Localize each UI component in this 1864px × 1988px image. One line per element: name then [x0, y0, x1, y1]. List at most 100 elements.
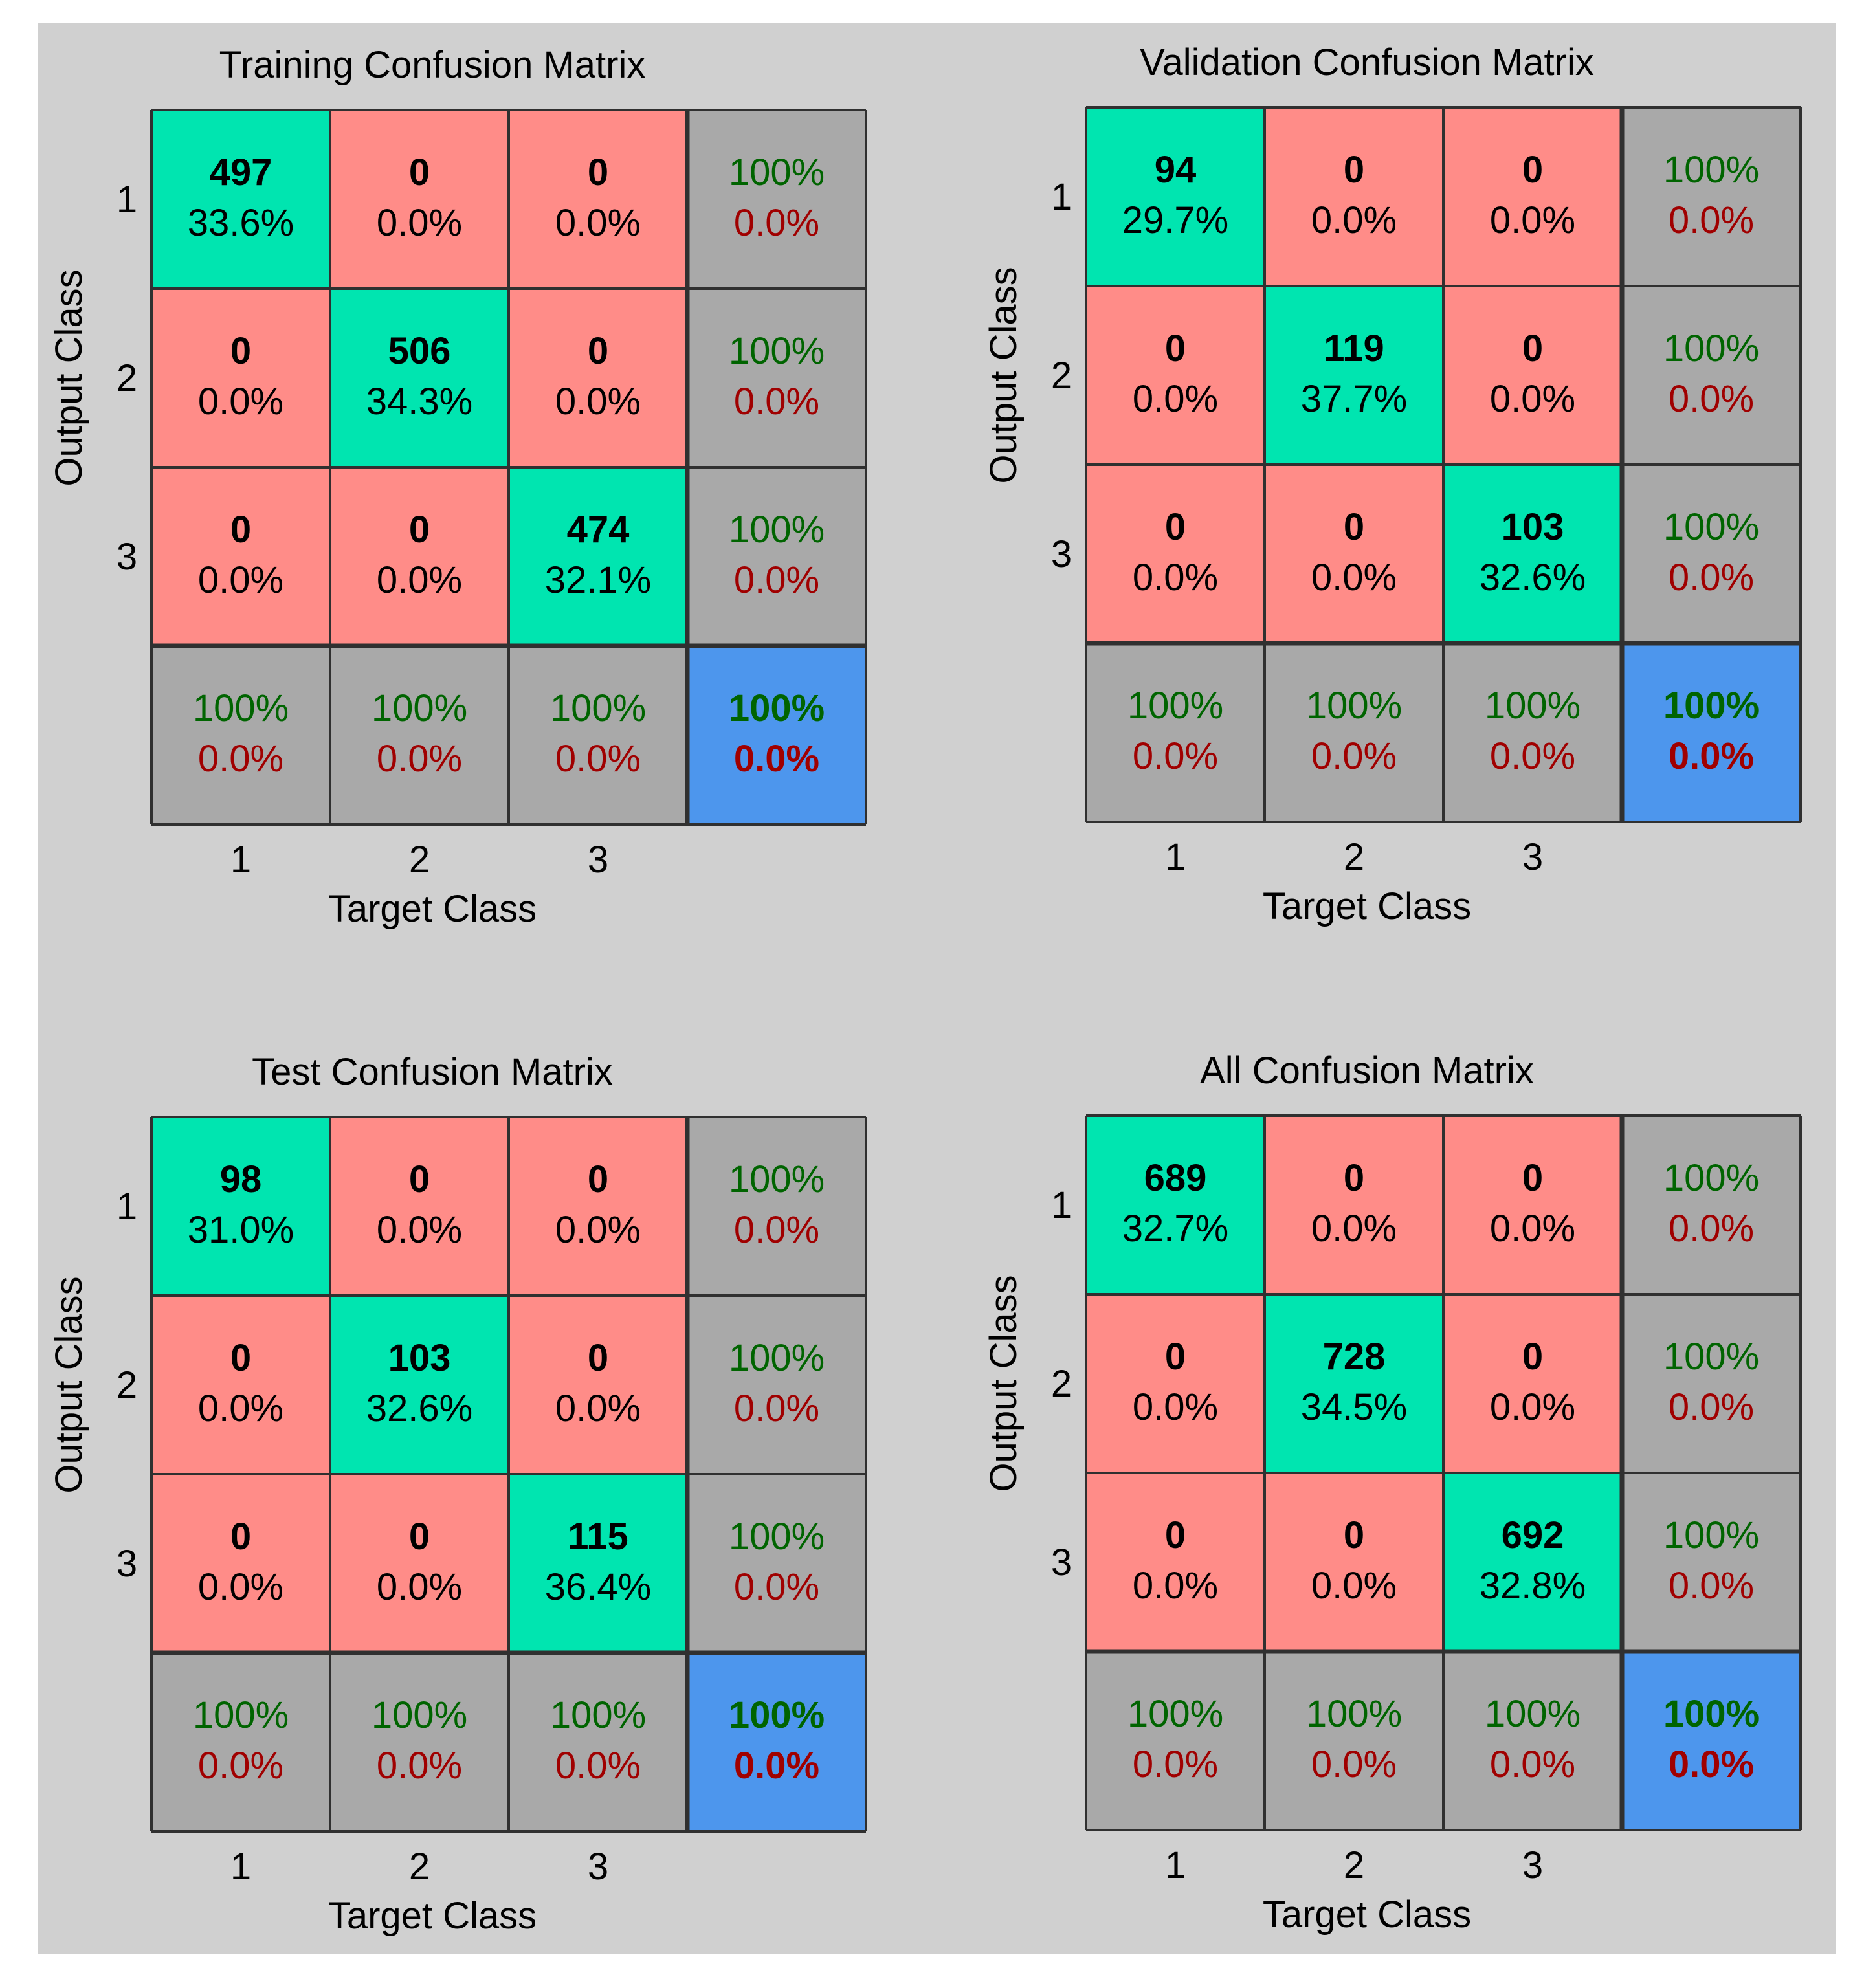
- matrix-cell-fill: [1265, 465, 1443, 643]
- matrix-cell: 0 0.0%: [330, 1474, 509, 1653]
- x-axis-label: Target Class: [328, 1895, 537, 1937]
- row-summary-cell-fill: [687, 110, 866, 289]
- row-summary-cell-fill: [1622, 1116, 1801, 1294]
- y-axis-label: Output Class: [48, 269, 90, 486]
- matrix-cell-fill: [509, 1117, 687, 1296]
- cell-value: 100%: [550, 1694, 646, 1736]
- cell-percent: 32.6%: [1480, 557, 1586, 599]
- matrix-cell-fill: [151, 1117, 330, 1296]
- matrix-cell-fill: [330, 289, 509, 467]
- matrix-cell: 0 0.0%: [151, 1296, 330, 1474]
- matrix-cell-fill: [330, 1474, 509, 1653]
- cell-percent: 33.6%: [188, 202, 294, 244]
- column-summary-cell: 100% 0.0%: [1265, 643, 1443, 822]
- cell-percent: 0.0%: [734, 381, 819, 423]
- cell-value: 0: [230, 330, 251, 372]
- matrix-cell: 0 0.0%: [1086, 286, 1265, 465]
- column-summary-cell-fill: [1443, 1651, 1622, 1830]
- overall-accuracy-cell: 100% 0.0%: [1622, 643, 1801, 822]
- y-tick-label: 3: [116, 536, 137, 578]
- matrix-cell: 0 0.0%: [1265, 1116, 1443, 1294]
- panel-title: Training Confusion Matrix: [219, 44, 646, 86]
- matrix-cell: 94 29.7%: [1086, 107, 1265, 286]
- matrix-cell: 0 0.0%: [330, 110, 509, 289]
- x-tick-label: 3: [588, 1846, 608, 1888]
- cell-value: 100%: [1127, 685, 1223, 727]
- cell-value: 497: [210, 151, 272, 193]
- matrix-cell-fill: [151, 289, 330, 467]
- cell-value: 100%: [729, 1337, 825, 1379]
- matrix-cell: 0 0.0%: [509, 110, 687, 289]
- matrix-cell-fill: [1086, 1473, 1265, 1651]
- matrix-cell: 506 34.3%: [330, 289, 509, 467]
- cell-value: 0: [230, 1337, 251, 1379]
- y-tick-label: 3: [1051, 1541, 1072, 1584]
- cell-percent: 0.0%: [1133, 1565, 1218, 1607]
- cell-percent: 0.0%: [555, 1387, 641, 1430]
- row-summary-cell: 100% 0.0%: [1622, 1116, 1801, 1294]
- column-summary-cell-fill: [509, 646, 687, 824]
- cell-percent: 36.4%: [545, 1566, 651, 1608]
- matrix-cell-fill: [1086, 286, 1265, 465]
- column-summary-cell: 100% 0.0%: [330, 1653, 509, 1831]
- matrix-cell-fill: [1265, 1294, 1443, 1473]
- matrix-cell-fill: [1443, 1294, 1622, 1473]
- cell-percent: 0.0%: [377, 1209, 462, 1251]
- x-tick-label: 1: [1165, 836, 1186, 878]
- cell-value: 0: [409, 509, 430, 551]
- cell-percent: 0.0%: [734, 1209, 819, 1251]
- cell-value: 100%: [729, 509, 825, 551]
- cell-percent: 0.0%: [1669, 1743, 1754, 1785]
- matrix-cell-fill: [1086, 1294, 1265, 1473]
- column-summary-cell: 100% 0.0%: [1443, 643, 1622, 822]
- cell-percent: 0.0%: [1490, 1386, 1575, 1428]
- column-summary-cell: 100% 0.0%: [1265, 1651, 1443, 1830]
- matrix-cell: 497 33.6%: [151, 110, 330, 289]
- cell-value: 100%: [372, 687, 467, 729]
- x-tick-label: 3: [1522, 1844, 1543, 1886]
- row-summary-cell: 100% 0.0%: [687, 467, 866, 646]
- cell-percent: 0.0%: [1133, 557, 1218, 599]
- cell-value: 100%: [1663, 1693, 1759, 1735]
- matrix-cell-fill: [151, 1296, 330, 1474]
- matrix-cell-fill: [1443, 1473, 1622, 1651]
- cell-percent: 0.0%: [1311, 735, 1397, 777]
- row-summary-cell-fill: [687, 1474, 866, 1653]
- cell-value: 0: [588, 1337, 608, 1379]
- cell-value: 0: [588, 330, 608, 372]
- y-axis-label: Output Class: [48, 1276, 90, 1493]
- row-summary-cell-fill: [1622, 465, 1801, 643]
- matrix-cell: 103 32.6%: [1443, 465, 1622, 643]
- column-summary-cell-fill: [1265, 1651, 1443, 1830]
- cell-value: 100%: [1663, 327, 1759, 370]
- cell-value: 119: [1324, 327, 1384, 370]
- cell-percent: 0.0%: [1669, 378, 1754, 420]
- y-tick-label: 1: [116, 1186, 137, 1228]
- y-axis-label: Output Class: [982, 1275, 1025, 1492]
- cell-percent: 0.0%: [198, 1745, 283, 1787]
- matrix-cell-fill: [1265, 1473, 1443, 1651]
- y-tick-label: 3: [116, 1543, 137, 1585]
- cell-value: 100%: [372, 1694, 467, 1736]
- cell-value: 0: [1522, 1336, 1543, 1378]
- column-summary-cell-fill: [1443, 643, 1622, 822]
- x-tick-label: 3: [588, 839, 608, 881]
- overall-accuracy-cell-fill: [1622, 643, 1801, 822]
- cell-value: 94: [1155, 149, 1197, 191]
- cell-percent: 0.0%: [1133, 1386, 1218, 1428]
- x-tick-label: 3: [1522, 836, 1543, 878]
- matrix-cell-fill: [330, 1117, 509, 1296]
- overall-accuracy-cell-fill: [687, 646, 866, 824]
- cell-percent: 0.0%: [1311, 1743, 1397, 1785]
- matrix-cell-fill: [509, 110, 687, 289]
- cell-value: 100%: [1485, 1693, 1581, 1735]
- matrix-cell: 0 0.0%: [509, 289, 687, 467]
- panel-title: Validation Confusion Matrix: [1140, 41, 1594, 83]
- row-summary-cell: 100% 0.0%: [1622, 1294, 1801, 1473]
- row-summary-cell: 100% 0.0%: [687, 289, 866, 467]
- matrix-cell: 0 0.0%: [1443, 1294, 1622, 1473]
- matrix-cell: 474 32.1%: [509, 467, 687, 646]
- cell-value: 100%: [1663, 149, 1759, 191]
- cell-percent: 0.0%: [734, 202, 819, 244]
- cell-percent: 34.3%: [366, 381, 472, 423]
